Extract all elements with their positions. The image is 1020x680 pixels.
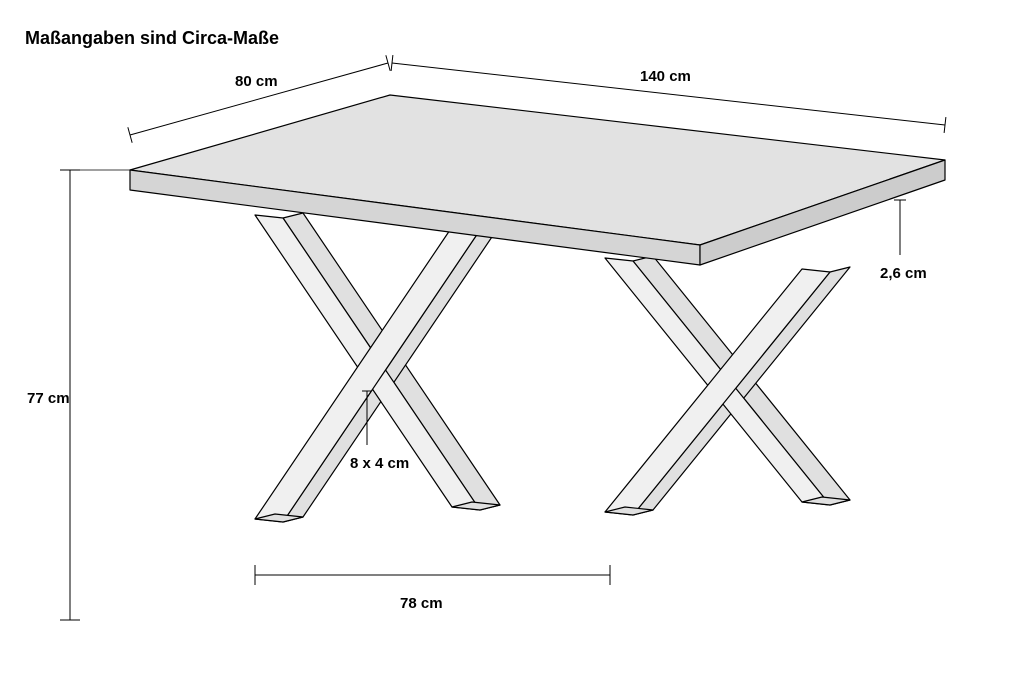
dim-height: 77 cm [27,390,70,407]
dim-leg-span: 78 cm [400,595,443,612]
dim-length: 140 cm [640,68,691,85]
table-drawing [0,0,1020,680]
title-text: Maßangaben sind Circa-Maße [25,28,279,49]
dim-thickness: 2,6 cm [880,265,927,282]
dim-leg-section: 8 x 4 cm [350,455,409,472]
diagram-container: { "title": "Maßangaben sind Circa-Maße",… [0,0,1020,680]
dim-depth: 80 cm [235,73,278,90]
